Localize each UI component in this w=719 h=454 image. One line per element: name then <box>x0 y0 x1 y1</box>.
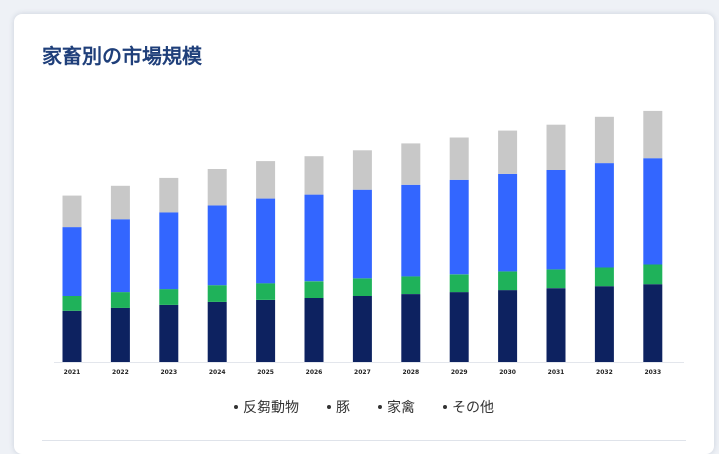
bar-segment-2021-1 <box>62 296 82 311</box>
x-tick-label: 2029 <box>451 369 468 376</box>
bar-segment-2031-2 <box>546 170 566 270</box>
bar-segment-2027-0 <box>352 296 372 362</box>
bar-segment-2031-3 <box>546 124 566 170</box>
bar-segment-2022-1 <box>110 292 130 308</box>
bar-segment-2022-0 <box>110 307 130 362</box>
bar-segment-2026-3 <box>304 156 324 195</box>
bar-segment-2030-2 <box>498 173 518 272</box>
bar-segment-2025-1 <box>256 283 276 300</box>
legend-bullet-icon <box>443 405 447 409</box>
x-tick-label: 2023 <box>160 369 177 376</box>
bar-segment-2028-2 <box>401 184 421 277</box>
bar-segment-2033-3 <box>643 110 663 159</box>
bar-segment-2023-2 <box>159 212 179 290</box>
legend-bullet-icon <box>234 405 238 409</box>
x-tick-label: 2022 <box>112 369 129 376</box>
chart-card: 家畜別の市場規模 2021 2022 2023 2024 2025 2026 2027 202… <box>14 14 714 454</box>
bar-segment-2024-0 <box>207 301 227 362</box>
bar-segment-2029-2 <box>449 179 469 275</box>
bar-segment-2028-1 <box>401 276 421 294</box>
legend-item: 家禽 <box>378 397 415 417</box>
bar-segment-2027-2 <box>352 189 372 279</box>
bar-segment-2027-3 <box>352 150 372 190</box>
bar-segment-2028-0 <box>401 294 421 362</box>
bar-segment-2030-1 <box>498 271 518 291</box>
legend-bullet-icon <box>327 405 331 409</box>
bar-segment-2026-0 <box>304 298 324 362</box>
bar-segment-2030-0 <box>498 290 518 362</box>
x-tick-label: 2031 <box>548 369 565 376</box>
bar-segment-2029-0 <box>449 292 469 362</box>
bar-segment-2023-1 <box>159 289 179 305</box>
bar-segment-2023-3 <box>159 177 179 213</box>
chart-title: 家畜別の市場規模 <box>42 44 202 68</box>
bar-segment-2023-0 <box>159 304 179 362</box>
x-tick-label: 2024 <box>209 369 226 376</box>
bar-segment-2024-2 <box>207 205 227 286</box>
bar-segment-2025-2 <box>256 198 276 284</box>
bar-segment-2022-3 <box>110 185 130 220</box>
legend-label: 家禽 <box>387 400 415 416</box>
bar-segment-2028-3 <box>401 143 421 185</box>
divider <box>42 440 686 441</box>
bar-segment-2032-3 <box>594 116 614 164</box>
bar-segment-2027-1 <box>352 278 372 296</box>
bar-segment-2029-1 <box>449 274 469 293</box>
bar-segment-2033-0 <box>643 284 663 362</box>
bar-segment-2021-3 <box>62 195 82 228</box>
bar-segment-2031-0 <box>546 288 566 362</box>
bar-segment-2021-2 <box>62 227 82 296</box>
legend-label: その他 <box>452 400 494 416</box>
x-tick-label: 2025 <box>257 369 274 376</box>
legend-bullet-icon <box>378 405 382 409</box>
x-tick-label: 2033 <box>644 369 661 376</box>
x-tick-label: 2027 <box>354 369 371 376</box>
bar-segment-2033-1 <box>643 264 663 285</box>
x-tick-label: 2026 <box>306 369 323 376</box>
legend-item: 豚 <box>327 397 350 417</box>
bar-segment-2030-3 <box>498 130 518 174</box>
x-tick-label: 2032 <box>596 369 613 376</box>
legend-item: 反芻動物 <box>234 397 299 417</box>
bar-segment-2024-1 <box>207 285 227 302</box>
legend-label: 反芻動物 <box>243 400 299 416</box>
bar-segment-2025-0 <box>256 300 276 362</box>
x-tick-label: 2028 <box>402 369 419 376</box>
bar-segment-2025-3 <box>256 161 276 199</box>
bar-segment-2032-1 <box>594 267 614 287</box>
bar-segment-2032-0 <box>594 286 614 362</box>
stacked-bar-chart: 2021 2022 2023 2024 2025 2026 2027 2028 2029 2030… <box>54 110 684 376</box>
bar-segment-2026-2 <box>304 194 324 282</box>
bar-segment-2029-3 <box>449 137 469 180</box>
bar-segment-2024-3 <box>207 169 227 206</box>
bar-segment-2022-2 <box>110 219 130 293</box>
x-tick-label: 2021 <box>64 369 81 376</box>
legend-item: その他 <box>443 397 494 417</box>
bar-segment-2021-0 <box>62 310 82 362</box>
bar-segment-2032-2 <box>594 163 614 268</box>
legend-label: 豚 <box>336 400 350 416</box>
bar-segment-2033-2 <box>643 158 663 265</box>
bar-segment-2026-1 <box>304 281 324 298</box>
bar-segment-2031-1 <box>546 269 566 289</box>
chart-legend: 反芻動物 豚 家禽 その他 <box>14 397 714 417</box>
x-tick-label: 2030 <box>499 369 516 376</box>
